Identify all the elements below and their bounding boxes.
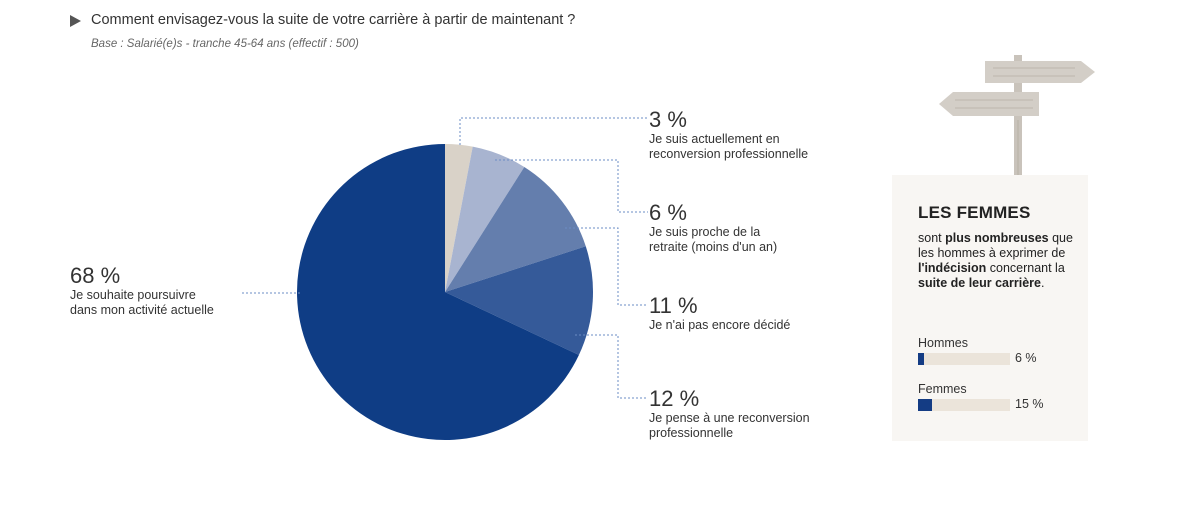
- panel-text-emphasis: l'indécision: [918, 261, 987, 275]
- leader-line-reconversion-actuelle: [459, 117, 648, 145]
- hommes-bar-track: [918, 353, 1010, 365]
- slice-description: Je pense à une reconversion professionne…: [649, 411, 810, 440]
- femmes-bar-label: Femmes: [918, 382, 967, 396]
- women-insight-panel: LES FEMMES sont plus nombreuses que les …: [892, 175, 1088, 441]
- leader-line-retraite: [495, 159, 648, 213]
- slice-percent: 3 %: [649, 107, 687, 132]
- triangle-bullet-icon: [70, 15, 81, 27]
- femmes-bar-track: [918, 399, 1010, 411]
- panel-text-emphasis: suite de leur carrière: [918, 276, 1041, 290]
- signpost-icon: [939, 55, 1095, 180]
- pie-slice-retraite: [445, 146, 525, 292]
- slice-label-poursuivre: 68 % Je souhaite poursuivre dans mon act…: [70, 264, 310, 318]
- femmes-bar-fill: [918, 399, 932, 411]
- femmes-bar-value: 15 %: [1015, 397, 1044, 411]
- panel-text-part: sont: [918, 231, 946, 245]
- slice-percent: 11 %: [649, 293, 698, 318]
- chart-title: Comment envisagez-vous la suite de votre…: [91, 12, 576, 28]
- pie-slice-poursuivre: [296, 143, 579, 440]
- pie-slice-indecis: [445, 167, 586, 292]
- panel-text: sont plus nombreuses que les hommes à ex…: [918, 231, 1078, 291]
- panel-text-part: que les hommes à exprimer de: [918, 231, 1073, 260]
- leader-line-indecis: [565, 227, 648, 306]
- slice-description: Je souhaite poursuivre dans mon activité…: [70, 288, 214, 317]
- slice-description: Je suis proche de la retraite (moins d'u…: [649, 225, 778, 254]
- pie-slice-reconversion-actuelle: [445, 144, 473, 292]
- slice-description: Je suis actuellement en reconversion pro…: [649, 132, 809, 161]
- panel-title: LES FEMMES: [918, 203, 1031, 222]
- hommes-bar-fill: [918, 353, 924, 365]
- slice-label-retraite: 6 % Je suis proche de la retraite (moins…: [649, 201, 889, 255]
- slice-label-reconversion-actuelle: 3 % Je suis actuellement en reconversion…: [649, 108, 889, 162]
- panel-text-emphasis: plus nombreuses: [945, 231, 1049, 245]
- slice-percent: 68 %: [70, 263, 121, 288]
- leader-line-reconversion-envisagee: [575, 334, 648, 399]
- panel-text-part: .: [1040, 276, 1045, 290]
- slice-label-reconversion-envisagee: 12 % Je pense à une reconversion profess…: [649, 387, 889, 441]
- panel-text-part: concernant la: [986, 261, 1065, 275]
- hommes-bar-value: 6 %: [1015, 351, 1037, 365]
- slice-percent: 6 %: [649, 200, 687, 225]
- slice-percent: 12 %: [649, 386, 700, 411]
- chart-subtitle: Base : Salarié(e)s - tranche 45-64 ans (…: [91, 38, 359, 50]
- slice-label-indecis: 11 % Je n'ai pas encore décidé: [649, 294, 889, 333]
- hommes-bar-label: Hommes: [918, 336, 969, 350]
- slice-description: Je n'ai pas encore décidé: [649, 318, 791, 332]
- pie-slice-reconversion-envisagee: [445, 246, 594, 356]
